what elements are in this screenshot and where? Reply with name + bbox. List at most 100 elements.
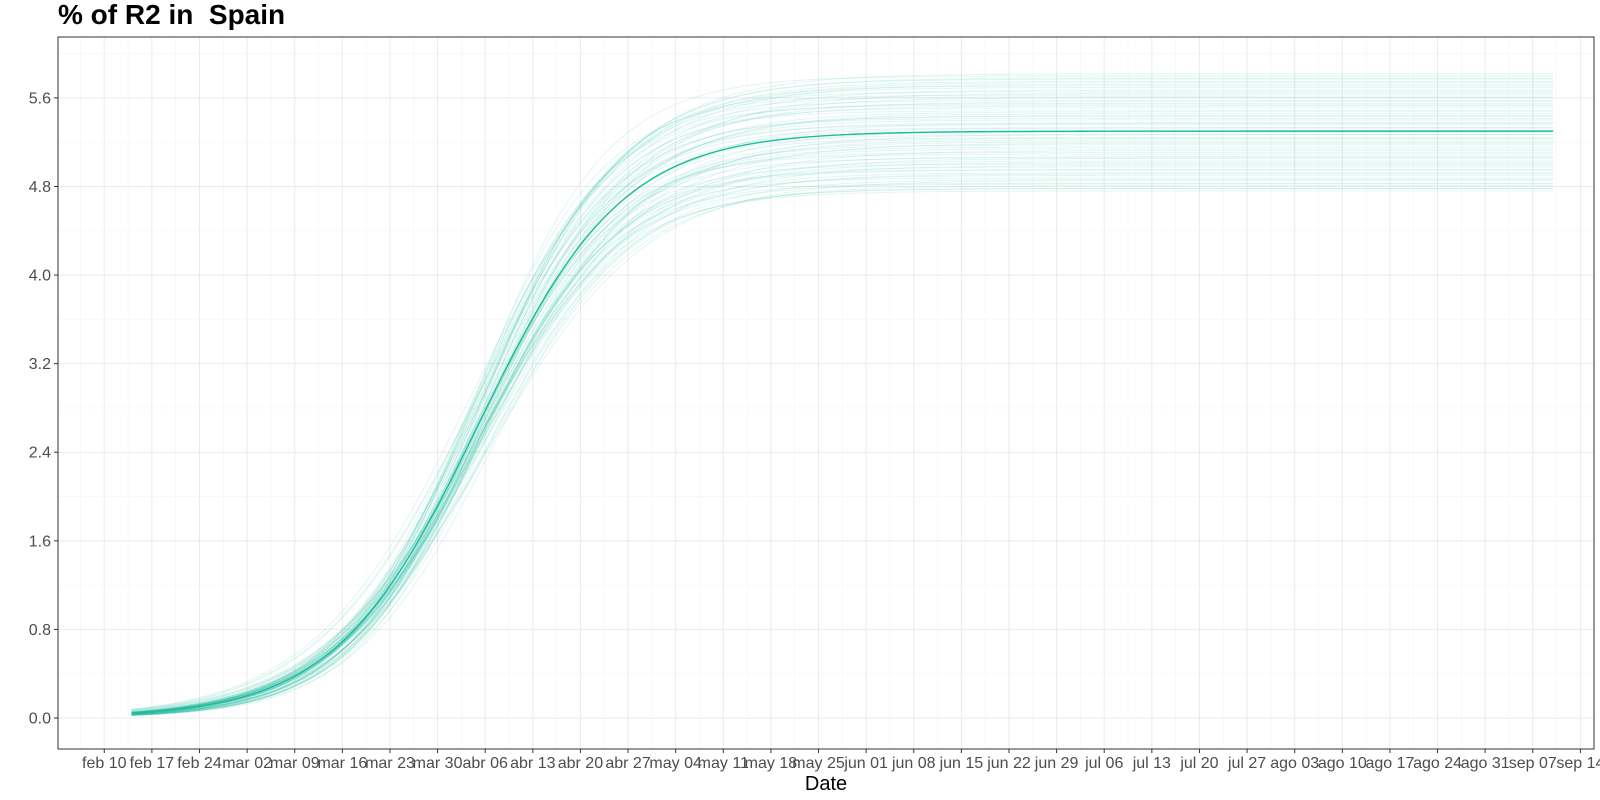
sample-series-line: [131, 96, 1554, 716]
x-tick-label: feb 17: [130, 755, 175, 772]
x-tick-label: abr 13: [510, 755, 555, 772]
sample-series-line: [131, 111, 1554, 713]
minor-gridlines: [58, 37, 1594, 749]
x-tick-label: may 04: [649, 755, 702, 772]
sample-series-line: [131, 92, 1554, 713]
sample-series-line: [131, 97, 1554, 714]
sample-series-line: [131, 153, 1554, 716]
sample-series-line: [131, 119, 1554, 715]
sample-series-line: [131, 73, 1554, 714]
x-tick-label: ago 10: [1318, 755, 1367, 772]
sample-series-line: [131, 78, 1554, 715]
sample-series-line: [131, 101, 1554, 711]
sample-series-line: [131, 122, 1554, 714]
y-tick-label: 2.4: [29, 445, 51, 462]
panel-border: [57, 36, 1595, 750]
sample-series-line: [131, 185, 1554, 714]
x-tick-label: jul 13: [1132, 755, 1171, 772]
x-axis-title: Date: [805, 773, 847, 795]
sample-series-line: [131, 117, 1554, 716]
x-tick-label: jun 29: [1034, 755, 1079, 772]
sample-series-line: [131, 77, 1554, 713]
x-tick-label: abr 06: [463, 755, 508, 772]
x-tick-label: abr 27: [605, 755, 650, 772]
sample-series-line: [131, 86, 1554, 714]
sample-series-line: [131, 182, 1554, 716]
sample-series-line: [131, 94, 1554, 715]
x-tick-label: jun 01: [843, 755, 888, 772]
sample-series-line: [131, 148, 1554, 715]
x-tick-label: ago 03: [1270, 755, 1319, 772]
sample-series-line: [131, 141, 1554, 714]
y-tick-label: 4.0: [29, 268, 51, 285]
sample-series-line: [131, 137, 1554, 715]
x-tick-label: jul 06: [1084, 755, 1123, 772]
sample-series-line: [131, 157, 1554, 711]
sample-series-line: [131, 149, 1554, 712]
sample-series-line: [131, 183, 1554, 715]
sample-series-line: [131, 146, 1554, 714]
y-axis: 0.0 0.8 1.6 2.4 3.2 4.0 4.8 5.6: [29, 90, 58, 727]
major-gridlines: [58, 37, 1594, 749]
sample-series-line: [131, 160, 1554, 714]
x-tick-label: jun 08: [891, 755, 936, 772]
sample-series-line: [131, 169, 1554, 716]
sample-series-line: [131, 127, 1554, 714]
y-tick-label: 0.8: [29, 622, 51, 639]
sample-series-line: [131, 188, 1554, 716]
sample-series-line: [131, 80, 1554, 713]
x-tick-label: ago 24: [1413, 755, 1462, 772]
sample-series-line: [131, 169, 1554, 716]
x-tick-label: mar 09: [270, 755, 320, 772]
sample-series-line: [131, 104, 1554, 716]
sample-series-line: [131, 91, 1554, 716]
x-tick-label: may 18: [745, 755, 798, 772]
sample-series-line: [131, 99, 1554, 715]
x-tick-label: mar 23: [365, 755, 415, 772]
sample-series-line: [131, 187, 1554, 716]
x-tick-label: jun 22: [986, 755, 1031, 772]
sample-series-line: [131, 178, 1554, 714]
x-tick-label: mar 16: [317, 755, 367, 772]
sample-series-line: [131, 89, 1554, 713]
sample-series-line: [131, 162, 1554, 714]
x-tick-label: abr 20: [558, 755, 603, 772]
y-tick-label: 5.6: [29, 90, 51, 107]
x-tick-label: feb 10: [82, 755, 127, 772]
x-tick-label: may 25: [792, 755, 845, 772]
chart-title: % of R2 in Spain: [58, 0, 286, 30]
x-tick-label: mar 30: [413, 755, 463, 772]
sample-series-line: [131, 110, 1554, 716]
x-tick-label: jul 20: [1179, 755, 1218, 772]
sample-series-line: [131, 166, 1554, 715]
sample-series-line: [131, 137, 1554, 715]
x-tick-label: jul 27: [1227, 755, 1266, 772]
sample-series-line: [131, 127, 1554, 715]
sample-series-line: [131, 115, 1554, 714]
sample-series-line: [131, 124, 1554, 717]
sample-series-line: [131, 113, 1554, 714]
x-tick-label: may 11: [698, 755, 749, 772]
main-series-line: [131, 130, 1554, 715]
x-tick-label: jun 15: [939, 755, 984, 772]
sample-series-line: [131, 102, 1554, 714]
sample-series-line: [131, 177, 1554, 716]
sample-series-group: [131, 73, 1554, 717]
sample-series-line: [131, 190, 1554, 715]
sample-series-line: [131, 107, 1554, 716]
sample-series-line: [131, 173, 1554, 712]
x-tick-label: ago 31: [1461, 755, 1510, 772]
x-tick-label: ago 17: [1365, 755, 1414, 772]
sample-series-line: [131, 179, 1554, 713]
main-series-group: [131, 130, 1554, 715]
sample-series-line: [131, 144, 1554, 714]
sample-series-line: [131, 134, 1554, 715]
x-tick-label: feb 24: [177, 755, 222, 772]
sample-series-line: [131, 105, 1554, 714]
sample-series-line: [131, 155, 1554, 713]
sample-series-line: [131, 142, 1554, 711]
x-tick-label: sep 07: [1509, 755, 1557, 772]
x-tick-label: mar 02: [222, 755, 272, 772]
